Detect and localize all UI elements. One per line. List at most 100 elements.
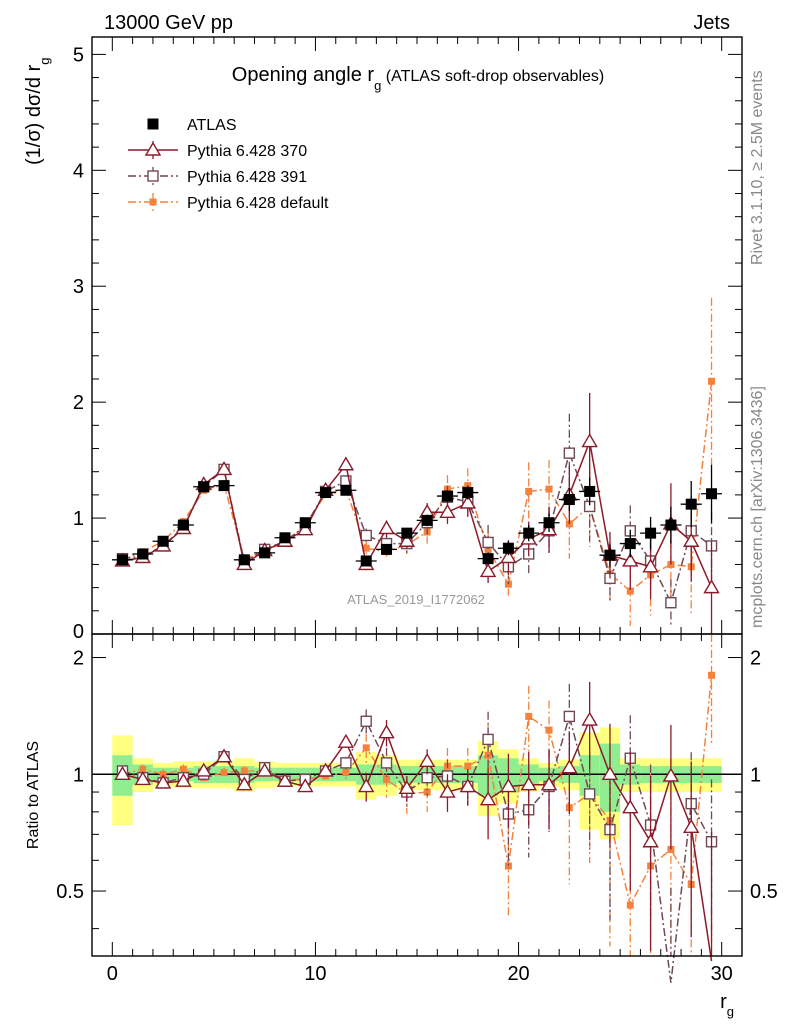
data-point — [622, 552, 639, 567]
data-point — [215, 461, 233, 476]
ratio-point — [256, 762, 273, 777]
data-point — [137, 548, 149, 560]
data-point — [439, 503, 456, 518]
legend-label: Pythia 6.428 default — [187, 195, 329, 212]
ratio-series-line — [122, 718, 713, 962]
y-tick-label: 3 — [73, 276, 84, 298]
ratio-point — [504, 862, 512, 870]
ratio-y-tick-label-right: 1 — [750, 764, 761, 786]
ratio-point — [520, 776, 537, 791]
data-point — [525, 487, 533, 495]
ratio-point — [683, 818, 700, 833]
data-point — [482, 553, 494, 565]
ratio-point — [642, 833, 659, 848]
y-tick-label: 5 — [73, 44, 84, 66]
data-point — [378, 520, 395, 535]
y-tick-label: 2 — [73, 392, 84, 414]
main-y-label: (1/σ) dσ/d rg — [23, 58, 52, 166]
ratio-point — [423, 788, 431, 796]
ratio-point — [561, 759, 578, 774]
data-point — [484, 545, 492, 553]
data-point — [459, 494, 476, 509]
main-y-label-text: (1/σ) dσ/d r — [23, 64, 45, 165]
data-point — [297, 521, 314, 536]
data-point — [563, 447, 576, 459]
x-tick-label: 20 — [507, 963, 529, 985]
data-point — [523, 527, 535, 539]
data-point — [198, 481, 210, 493]
legend-marker — [147, 118, 159, 130]
ratio-point — [139, 765, 147, 773]
data-point — [482, 536, 494, 549]
data-point — [642, 558, 659, 573]
ratio-point — [154, 774, 172, 789]
ratio-series-pythia-6-428-391 — [116, 683, 718, 983]
x-axis-label-sub: g — [727, 1004, 734, 1019]
ratio-point — [545, 726, 553, 734]
ratio-point — [179, 765, 187, 773]
data-point — [299, 517, 311, 529]
data-point — [502, 542, 514, 554]
rivet-label: Rivet 3.1.10, ≥ 2.5M events — [749, 70, 766, 265]
data-point — [218, 480, 230, 492]
x-tick-label: 30 — [711, 963, 733, 985]
ratio-point — [464, 762, 472, 770]
legend-marker — [149, 198, 157, 206]
ratio-y-tick-label: 0.5 — [56, 881, 84, 903]
ratio-plot-frame — [91, 633, 743, 957]
data-point — [604, 549, 616, 561]
ratio-point — [342, 769, 350, 777]
data-point — [157, 535, 169, 547]
ratio-point — [708, 671, 716, 679]
legend: ATLAS Pythia 6.428 370 Pythia 6.428 391 Pyt… — [128, 117, 329, 212]
ratio-y-tick-label: 2 — [73, 648, 84, 670]
data-point — [563, 494, 575, 506]
ratio-point — [175, 772, 192, 787]
ratio-point — [215, 748, 233, 763]
ratio-point — [439, 783, 456, 798]
ratio-point — [378, 724, 395, 739]
energy-label: 13000 GeV pp — [104, 12, 233, 34]
ratio-series-line — [122, 713, 713, 983]
ratio-point — [276, 772, 294, 787]
data-point — [362, 544, 370, 552]
data-point — [626, 587, 634, 595]
data-point — [543, 517, 555, 529]
data-point — [340, 484, 352, 496]
data-point — [545, 485, 553, 493]
ratio-point — [236, 776, 253, 791]
data-point — [360, 555, 372, 567]
ratio-point — [583, 788, 596, 800]
data-point — [685, 498, 697, 510]
process-label: Jets — [693, 12, 730, 34]
ratio-point — [398, 779, 416, 795]
data-point — [360, 529, 372, 542]
series-pythia-6-428-default — [118, 297, 716, 626]
ratio-point — [601, 765, 619, 780]
legend-label: ATLAS — [187, 117, 237, 134]
data-point — [665, 597, 677, 609]
ratio-point — [360, 715, 372, 727]
data-point — [584, 485, 596, 497]
x-axis-label-text: r — [720, 991, 727, 1013]
legend-label: Pythia 6.428 391 — [187, 169, 307, 186]
ratio-point — [418, 752, 436, 768]
data-point — [381, 543, 393, 555]
ratio-series-pythia-6-428-370 — [114, 681, 713, 962]
legend-label: Pythia 6.428 370 — [187, 143, 307, 160]
ratio-point — [362, 744, 370, 752]
data-point — [708, 377, 716, 385]
ratio-point — [662, 767, 680, 782]
ratio-y-tick-label-right: 2 — [750, 648, 761, 670]
data-point — [665, 519, 677, 531]
y-tick-label: 1 — [73, 508, 84, 530]
data-point — [116, 554, 128, 566]
data-point — [645, 527, 657, 539]
y-tick-label-zero: 0 — [73, 621, 84, 643]
legend-item: Pythia 6.428 391 — [128, 167, 307, 186]
data-point — [479, 563, 497, 578]
ratio-panel: 0 10 20 30 0.5 0.5 1 1 2 2 Ratio to ATLAS rg — [25, 633, 778, 1019]
legend-marker — [144, 141, 162, 156]
data-point — [238, 554, 250, 566]
